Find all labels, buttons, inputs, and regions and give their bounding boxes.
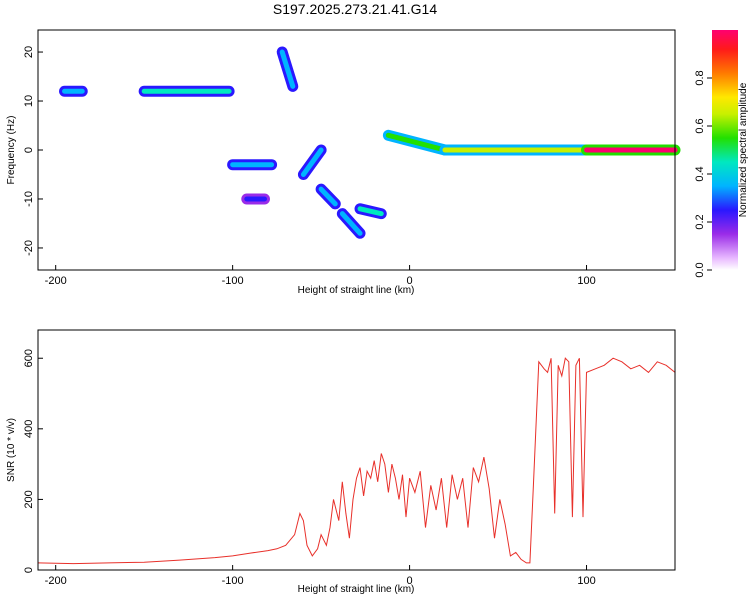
colorbar-tick-label: 0.4	[694, 166, 706, 181]
colorbar-tick-label: 0.8	[694, 70, 706, 85]
colorbar-tick-label: 0.0	[694, 262, 706, 277]
figure-title: S197.2025.273.21.41.G14	[273, 1, 437, 17]
snr-frame	[37, 329, 676, 571]
spectrogram-xtick-label: -100	[222, 275, 244, 287]
snr-xtick-label: 0	[407, 575, 413, 587]
spectrogram-segment	[318, 186, 338, 207]
snr-xtick-label: 100	[577, 575, 595, 587]
spectrogram-ylabel: Frequency (Hz)	[6, 116, 17, 185]
snr-panel: -200 -100 0 100 0 200 400 600 Height of straigh…	[6, 329, 676, 595]
colorbar-tick-label: 0.6	[694, 118, 706, 133]
spectrogram-ytick-label: -20	[23, 240, 35, 256]
colorbar-gradient	[712, 30, 738, 270]
spectrogram-xtick-label: -200	[45, 275, 67, 287]
snr-ytick-label: 400	[23, 420, 35, 438]
spectrogram-ytick-label: 20	[23, 46, 35, 58]
snr-ytick-label: 600	[23, 349, 35, 367]
spectrogram-xtick-label: 0	[407, 275, 413, 287]
spectrogram-segment	[339, 211, 363, 236]
spectrogram-xtick-label: 100	[577, 275, 595, 287]
spectrogram-ytick-label: 0	[23, 147, 35, 153]
snr-xtick-label: -100	[222, 575, 244, 587]
spectrogram-marks	[59, 46, 681, 239]
spectrogram-ytick-label: 10	[23, 95, 35, 107]
spectrogram-segment	[300, 147, 324, 177]
snr-xtick-label: -200	[45, 575, 67, 587]
colorbar-ticks: 0.0 0.2 0.4 0.6 0.8	[694, 70, 712, 278]
spectrogram-ytick-label: -10	[23, 191, 35, 207]
snr-ticks: -200 -100 0 100 0 200 400 600	[23, 349, 596, 587]
colorbar-tick-label: 0.2	[694, 214, 706, 229]
colorbar: 0.0 0.2 0.4 0.6 0.8 Normalized spectral ampl…	[694, 30, 749, 278]
snr-ylabel: SNR (10 * v/v)	[6, 418, 17, 482]
spectrogram-xlabel: Height of straight line (km)	[298, 285, 415, 296]
spectrogram-segment	[357, 206, 384, 217]
spectrogram-segment	[279, 49, 296, 89]
snr-ytick-label: 0	[23, 567, 35, 573]
snr-ytick-label: 200	[23, 490, 35, 508]
spectrogram-segment	[385, 132, 448, 153]
snr-series-line	[37, 357, 676, 565]
colorbar-label: Normalized spectral amplitude	[738, 82, 749, 217]
snr-xlabel: Height of straight line (km)	[298, 584, 415, 595]
